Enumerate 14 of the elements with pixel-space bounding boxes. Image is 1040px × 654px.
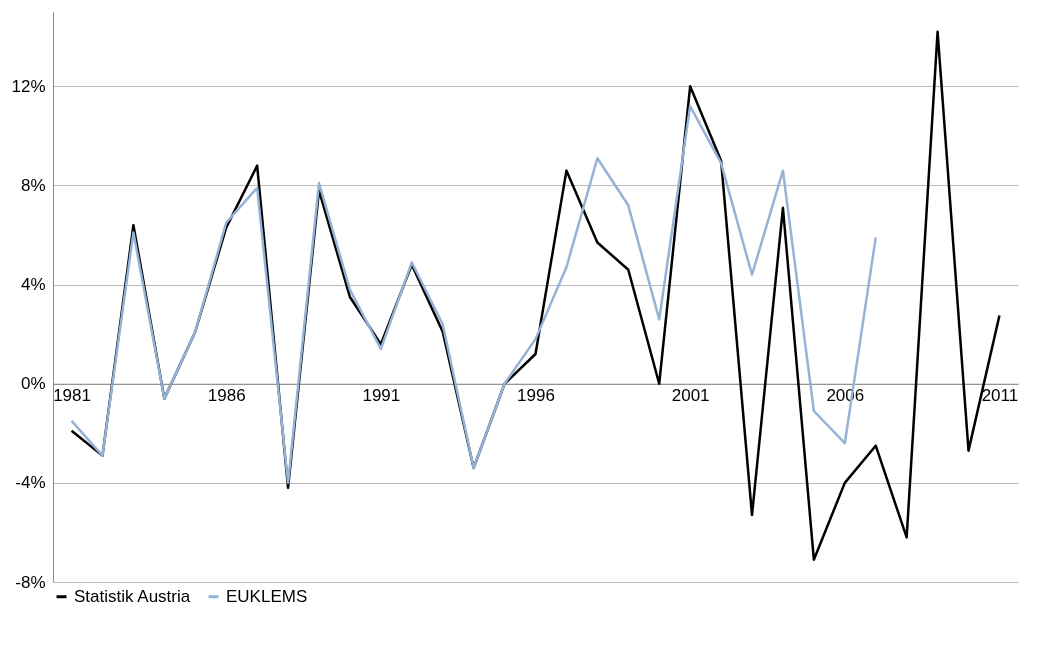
x-tick-label: 2001: [671, 386, 710, 406]
legend-label: Statistik Austria: [74, 586, 191, 606]
y-tick-label: 4%: [20, 275, 46, 295]
x-tick-label: 1986: [207, 386, 246, 406]
x-tick-label: 1981: [53, 386, 91, 406]
x-tick-label: 1991: [362, 386, 401, 406]
legend-label: EUKLEMS: [226, 586, 308, 606]
y-tick-label: -4%: [15, 473, 46, 493]
x-tick-label: 1996: [517, 386, 555, 406]
y-tick-label: -8%: [15, 572, 46, 592]
x-tick-label: 2011: [981, 386, 1019, 406]
y-tick-label: 12%: [11, 76, 46, 96]
y-tick-label: 0%: [20, 374, 46, 394]
y-tick-label: 8%: [20, 175, 46, 195]
